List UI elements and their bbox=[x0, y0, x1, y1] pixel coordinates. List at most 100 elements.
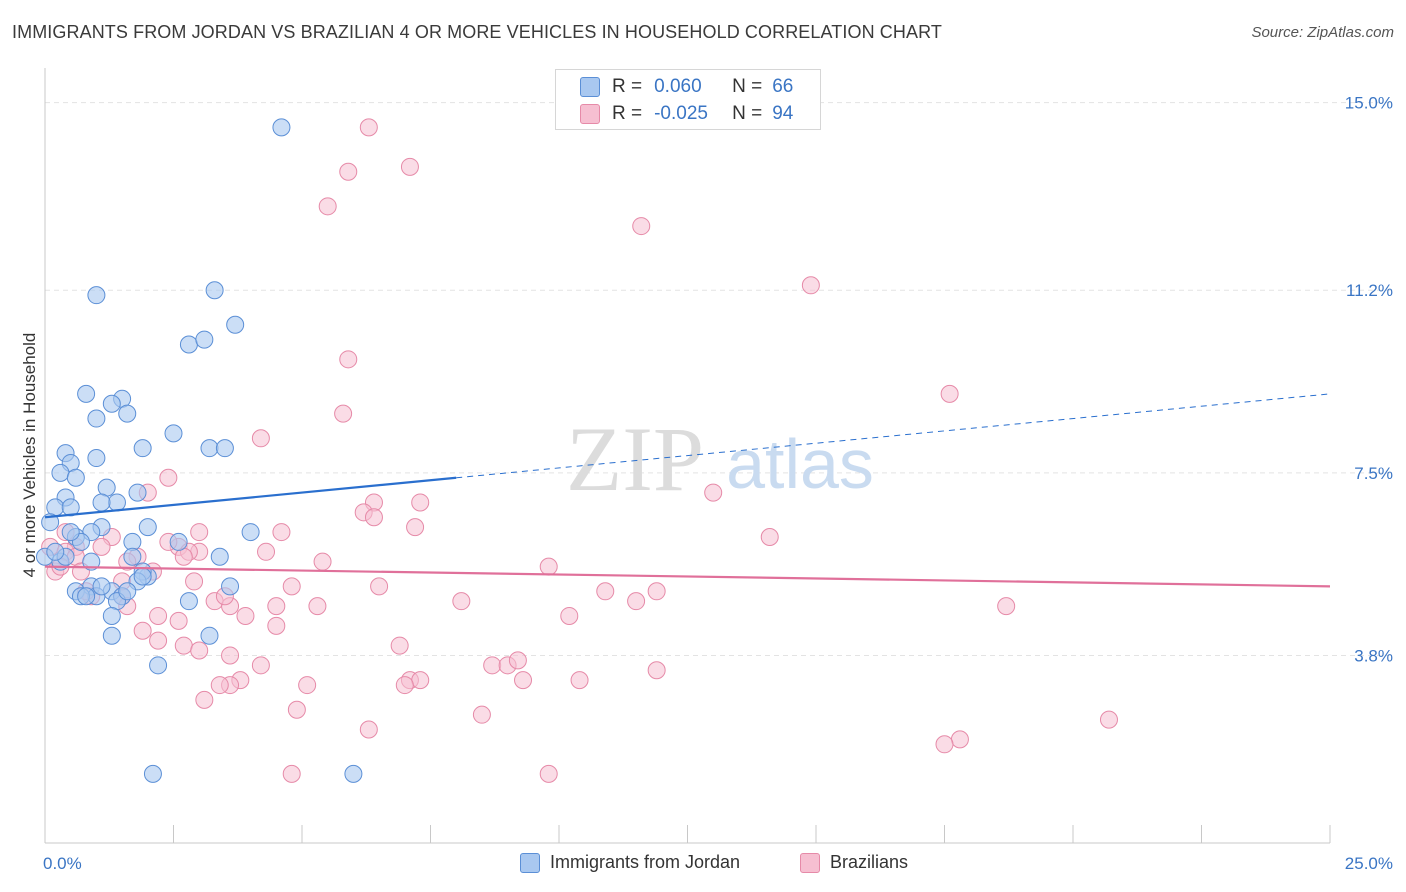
legend-label-jordan: Immigrants from Jordan bbox=[550, 852, 741, 872]
chart-source: Source: ZipAtlas.com bbox=[1251, 24, 1394, 41]
brazilian-point bbox=[596, 582, 615, 601]
jordan-point bbox=[226, 315, 245, 334]
brazilian-point bbox=[801, 276, 820, 295]
jordan-point bbox=[87, 409, 106, 428]
legend-label-brazil: Brazilians bbox=[830, 852, 909, 872]
legend-swatch-blue bbox=[520, 852, 540, 873]
jordan-point bbox=[118, 582, 137, 601]
brazilian-point bbox=[318, 197, 337, 216]
jordan-point bbox=[128, 483, 147, 502]
brazilian-point bbox=[760, 528, 779, 546]
y-tick-label: 3.8% bbox=[1354, 646, 1393, 665]
jordan-point bbox=[46, 542, 65, 561]
brazilian-point bbox=[359, 118, 378, 137]
x-tick-label: 0.0% bbox=[43, 854, 82, 873]
brazilian-point bbox=[174, 636, 193, 655]
brazilian-point bbox=[472, 705, 491, 724]
jordan-point bbox=[133, 567, 152, 586]
jordan-point bbox=[107, 493, 126, 512]
jordan-point bbox=[215, 439, 234, 458]
brazilian-point bbox=[267, 616, 286, 635]
jordan-point bbox=[221, 577, 240, 596]
brazilian-point bbox=[272, 523, 291, 542]
jordan-point bbox=[344, 764, 363, 783]
jordan-point bbox=[200, 626, 219, 645]
legend-row-brazil: R = -0.025 N = 94 bbox=[580, 102, 793, 126]
legend-swatch-pink bbox=[800, 852, 820, 873]
brazilian-point bbox=[339, 350, 358, 369]
brazilian-point bbox=[514, 671, 533, 690]
brazil-trend-line bbox=[44, 565, 1331, 588]
legend-r-label: R = bbox=[612, 76, 643, 97]
brazilian-point bbox=[210, 676, 229, 695]
brazilian-point bbox=[190, 523, 209, 542]
brazilian-point bbox=[282, 764, 301, 783]
brazilian-point bbox=[169, 611, 188, 630]
brazilian-point bbox=[539, 764, 558, 783]
brazilian-point bbox=[508, 651, 527, 670]
x-tick-label: 25.0% bbox=[1345, 854, 1393, 873]
brazilian-point bbox=[149, 606, 168, 625]
legend-item-brazil: Brazilians bbox=[800, 852, 908, 873]
brazilian-point bbox=[411, 671, 430, 690]
legend-row-jordan: R = 0.060 N = 66 bbox=[580, 75, 793, 99]
brazilian-point bbox=[308, 597, 327, 616]
jordan-points bbox=[36, 118, 363, 783]
jordan-point bbox=[102, 626, 121, 645]
brazilian-point bbox=[159, 468, 178, 487]
jordan-trend-line bbox=[44, 476, 457, 519]
legend-r-label: R = bbox=[612, 103, 643, 124]
jordan-point bbox=[241, 523, 260, 542]
jordan-point bbox=[102, 394, 121, 413]
legend-n-value: 94 bbox=[772, 103, 794, 124]
brazilian-point bbox=[539, 557, 558, 576]
brazilian-point bbox=[560, 606, 579, 625]
brazilian-point bbox=[647, 582, 666, 601]
brazilian-point bbox=[1099, 710, 1118, 729]
brazilian-point bbox=[236, 606, 255, 625]
brazilian-point bbox=[251, 429, 270, 448]
brazilian-point bbox=[647, 661, 666, 680]
jordan-point bbox=[195, 330, 214, 349]
jordan-point bbox=[87, 286, 106, 305]
jordan-point bbox=[123, 547, 142, 566]
brazilian-point bbox=[287, 700, 306, 719]
y-tick-label: 11.2% bbox=[1346, 281, 1393, 300]
brazilian-point bbox=[339, 162, 358, 181]
y-tick-label: 7.5% bbox=[1354, 464, 1393, 483]
brazilian-point bbox=[370, 577, 389, 596]
chart-title: IMMIGRANTS FROM JORDAN VS BRAZILIAN 4 OR… bbox=[12, 22, 942, 42]
legend-r-value: 0.060 bbox=[654, 76, 702, 97]
jordan-point bbox=[51, 463, 70, 482]
jordan-point bbox=[205, 281, 224, 300]
axes bbox=[44, 68, 1331, 844]
jordan-point bbox=[200, 439, 219, 458]
y-tick-label: 15.0% bbox=[1345, 94, 1393, 113]
jordan-point bbox=[92, 493, 111, 512]
brazilian-point bbox=[359, 720, 378, 739]
jordan-point bbox=[61, 523, 80, 542]
brazilian-point bbox=[632, 217, 651, 236]
brazilian-point bbox=[282, 577, 301, 596]
trend-lines bbox=[44, 393, 1331, 588]
jordan-point bbox=[169, 532, 188, 551]
brazilian-point bbox=[935, 735, 954, 754]
brazilian-point bbox=[452, 592, 471, 611]
brazilian-point bbox=[257, 542, 276, 561]
jordan-point bbox=[87, 449, 106, 468]
legend-n-label: N = bbox=[732, 103, 763, 124]
brazilian-point bbox=[704, 483, 723, 502]
brazilian-point bbox=[390, 636, 409, 655]
legend-r-value: -0.025 bbox=[654, 103, 708, 124]
brazilian-point bbox=[133, 621, 152, 640]
brazilian-point bbox=[185, 572, 204, 591]
y-tick-labels: 3.8% 7.5% 11.2% 15.0% bbox=[1345, 94, 1393, 666]
watermark: ZIP atlas bbox=[566, 408, 874, 510]
legend-item-jordan: Immigrants from Jordan bbox=[520, 852, 740, 873]
jordan-point bbox=[138, 518, 157, 537]
jordan-point bbox=[179, 335, 198, 354]
brazilian-point bbox=[149, 631, 168, 650]
legend-swatch-pink bbox=[580, 104, 600, 124]
brazilian-point bbox=[406, 518, 425, 537]
